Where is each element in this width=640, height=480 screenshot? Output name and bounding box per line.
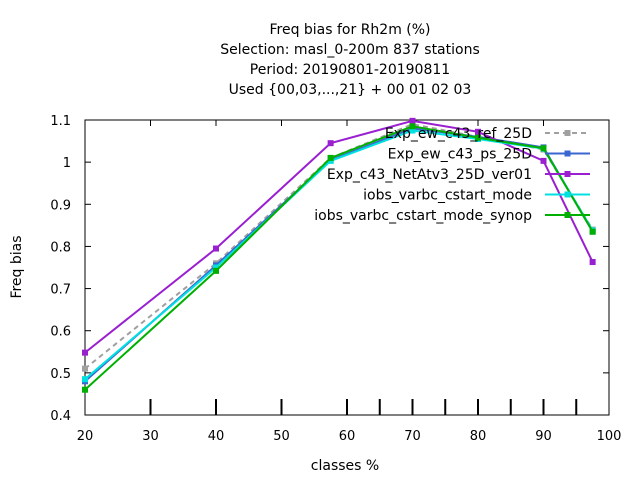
- x-tick-label: 80: [470, 429, 487, 444]
- x-tick-label: 90: [535, 429, 552, 444]
- legend-label: Exp_ew_c43_ref_25D: [385, 126, 532, 142]
- y-tick-label: 1: [63, 156, 71, 171]
- series-lines: [82, 117, 596, 393]
- legend-label: iobs_varbc_cstart_mode_synop: [314, 208, 532, 224]
- legend-marker: [564, 191, 571, 198]
- x-tick-label: 30: [142, 429, 159, 444]
- y-tick-label: 0.9: [50, 198, 71, 213]
- title-line: Used {00,03,...,21} + 00 01 02 03: [229, 82, 472, 98]
- data-point: [409, 117, 416, 124]
- y-axis-label: Freq bias: [9, 235, 25, 298]
- data-point: [327, 154, 334, 161]
- legend-marker: [564, 212, 571, 218]
- data-point: [82, 349, 88, 356]
- x-tick-label: 50: [273, 429, 290, 444]
- legend-marker: [564, 150, 571, 157]
- title-line: Selection: masl_0-200m 837 stations: [220, 42, 480, 58]
- plot-border: [84, 119, 610, 416]
- data-point: [540, 157, 547, 164]
- legend-label: iobs_varbc_cstart_mode: [363, 188, 532, 204]
- axis-ticks: 20 30 40 50 60 70 80 90 100 0.4 0.5 0.6 0.7 0.8 0.9 1 1.…: [50, 114, 621, 444]
- data-point: [589, 228, 596, 235]
- y-tick-label: 1.1: [50, 114, 71, 129]
- y-tick-label: 0.7: [50, 283, 71, 298]
- data-point: [327, 140, 334, 147]
- data-point: [82, 376, 88, 383]
- x-axis-label: classes %: [311, 458, 379, 474]
- y-tick-label: 0.4: [50, 409, 71, 424]
- legend-label: Exp_c43_NetAtv3_25D_ver01: [327, 167, 532, 183]
- data-point: [409, 123, 416, 130]
- data-point: [213, 245, 219, 252]
- data-point: [82, 386, 88, 393]
- data-point: [540, 145, 547, 152]
- title-line: Freq bias for Rh2m (%): [269, 22, 430, 38]
- plot-area: [84, 119, 610, 416]
- data-point: [409, 127, 416, 134]
- data-point: [475, 134, 481, 141]
- data-point: [475, 128, 481, 135]
- x-tick-label: 100: [597, 429, 622, 444]
- x-tick-label: 60: [339, 429, 356, 444]
- bottom-bars: [149, 399, 578, 415]
- y-tick-label: 0.6: [50, 325, 71, 340]
- series-line: [84, 125, 594, 391]
- y-tick-label: 0.5: [50, 367, 71, 382]
- data-point: [213, 264, 219, 271]
- data-point: [213, 267, 219, 274]
- data-point: [82, 365, 88, 372]
- x-tick-label: 40: [208, 429, 225, 444]
- title-line: Period: 20190801-20190811: [250, 62, 450, 78]
- legend: Exp_ew_c43_ref_25D Exp_ew_c43_ps_25D Exp_c…: [314, 126, 590, 224]
- y-tick-label: 0.8: [50, 240, 71, 255]
- x-tick-label: 20: [77, 429, 94, 444]
- data-point: [589, 259, 596, 266]
- legend-marker: [564, 130, 571, 136]
- x-tick-label: 70: [404, 429, 421, 444]
- chart-title: Freq bias for Rh2m (%) Selection: masl_0-…: [220, 22, 480, 98]
- legend-marker: [564, 171, 571, 177]
- legend-label: Exp_ew_c43_ps_25D: [388, 147, 532, 163]
